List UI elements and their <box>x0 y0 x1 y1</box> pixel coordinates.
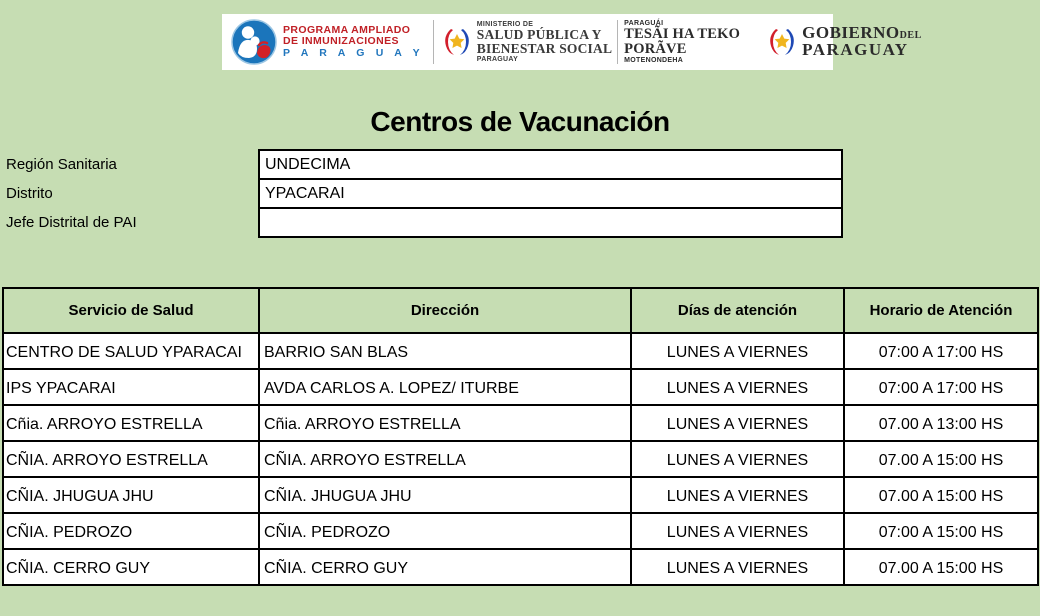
cell-direccion[interactable]: CÑIA. JHUGUA JHU <box>258 476 632 514</box>
jefe-distrital-label: Jefe Distrital de PAI <box>6 214 137 231</box>
motto-line1: TESÃI HA TEKO <box>624 26 741 43</box>
cell-servicio[interactable]: CENTRO DE SALUD YPARACAI <box>2 332 260 370</box>
cell-dias[interactable]: LUNES A VIERNES <box>630 440 845 478</box>
table-row: IPS YPACARAI AVDA CARLOS A. LOPEZ/ ITURB… <box>2 368 1039 406</box>
table-header-row: Servicio de Salud Dirección Días de aten… <box>2 287 1039 334</box>
cell-servicio[interactable]: CÑIA. ARROYO ESTRELLA <box>2 440 260 478</box>
cell-direccion[interactable]: CÑIA. ARROYO ESTRELLA <box>258 440 632 478</box>
header-horario-de-atencion: Horario de Atención <box>843 287 1039 334</box>
form-fields-group: UNDECIMA YPACARAI <box>258 149 843 238</box>
distrito-field[interactable]: YPACARAI <box>260 178 841 209</box>
pai-line3: P A R A G U A Y <box>283 46 424 59</box>
region-sanitaria-field[interactable]: UNDECIMA <box>265 155 351 173</box>
ministry-emblem-icon <box>444 29 469 55</box>
cell-horario[interactable]: 07.00 A 15:00 HS <box>843 548 1039 586</box>
cell-direccion[interactable]: CÑIA. CERRO GUY <box>258 548 632 586</box>
jefe-distrital-field[interactable] <box>260 209 841 236</box>
cell-servicio[interactable]: IPS YPACARAI <box>2 368 260 406</box>
cell-horario[interactable]: 07:00 A 17:00 HS <box>843 332 1039 370</box>
pai-line2: DE INMUNIZACIONES <box>283 35 399 48</box>
table-row: CÑIA. JHUGUA JHU CÑIA. JHUGUA JHU LUNES … <box>2 476 1039 514</box>
logo-banner: PROGRAMA AMPLIADO DE INMUNIZACIONES P A … <box>222 14 921 70</box>
table-row: CÑIA. ARROYO ESTRELLA CÑIA. ARROYO ESTRE… <box>2 440 1039 478</box>
government-word3: PARAGUAY <box>802 40 909 59</box>
banner-divider <box>617 20 619 64</box>
cell-direccion[interactable]: AVDA CARLOS A. LOPEZ/ ITURBE <box>258 368 632 406</box>
cell-horario[interactable]: 07.00 A 15:00 HS <box>843 440 1039 478</box>
cell-direccion[interactable]: BARRIO SAN BLAS <box>258 332 632 370</box>
ministry-line1: SALUD PÚBLICA Y <box>476 26 602 42</box>
government-word2: DEL <box>899 30 922 42</box>
motto-line2: PORÃVE <box>624 41 687 57</box>
header-direccion: Dirección <box>258 287 632 334</box>
government-text: GOBIERNODEL PARAGUAY <box>802 23 922 59</box>
table-row: Cñia. ARROYO ESTRELLA Cñia. ARROYO ESTRE… <box>2 404 1039 442</box>
motto-small-top: PARAGUÁI <box>624 20 664 28</box>
government-emblem-icon <box>770 29 794 55</box>
header-servicio-de-salud: Servicio de Salud <box>2 287 260 334</box>
cell-servicio[interactable]: CÑIA. CERRO GUY <box>2 548 260 586</box>
pai-logo-text: PROGRAMA AMPLIADO DE INMUNIZACIONES P A … <box>283 24 424 59</box>
motto-small-bottom: MOTENONDEHA <box>624 56 684 64</box>
ministry-text: MINISTERIO DE SALUD PÚBLICA Y BIENESTAR … <box>477 21 612 63</box>
pai-line1: PROGRAMA AMPLIADO <box>283 24 411 37</box>
ministry-small-bottom: PARAGUAY <box>476 56 519 64</box>
cell-horario[interactable]: 07:00 A 15:00 HS <box>843 512 1039 550</box>
cell-servicio[interactable]: CÑIA. PEDROZO <box>2 512 260 550</box>
motto-text: PARAGUÁI TESÃI HA TEKO PORÃVE MOTENONDEH… <box>624 20 740 64</box>
cell-dias[interactable]: LUNES A VIERNES <box>630 332 845 370</box>
table-row: CÑIA. PEDROZO CÑIA. PEDROZO LUNES A VIER… <box>2 512 1039 550</box>
cell-horario[interactable]: 07.00 A 13:00 HS <box>843 404 1039 442</box>
cell-dias[interactable]: LUNES A VIERNES <box>630 404 845 442</box>
header-dias-de-atencion: Días de atención <box>630 287 845 334</box>
cell-horario[interactable]: 07:00 A 17:00 HS <box>843 368 1039 406</box>
ministry-small-top: MINISTERIO DE <box>476 20 534 28</box>
pai-logo-icon <box>231 19 277 65</box>
cell-direccion[interactable]: Cñia. ARROYO ESTRELLA <box>258 404 632 442</box>
cell-direccion[interactable]: CÑIA. PEDROZO <box>258 512 632 550</box>
cell-dias[interactable]: LUNES A VIERNES <box>630 512 845 550</box>
cell-servicio[interactable]: Cñia. ARROYO ESTRELLA <box>2 404 260 442</box>
cell-dias[interactable]: LUNES A VIERNES <box>630 368 845 406</box>
cell-dias[interactable]: LUNES A VIERNES <box>630 548 845 586</box>
banner-divider <box>432 20 434 64</box>
distrito-label: Distrito <box>6 185 53 202</box>
ministry-line2: BIENESTAR SOCIAL <box>476 41 613 56</box>
table-row: CENTRO DE SALUD YPARACAI BARRIO SAN BLAS… <box>2 332 1039 370</box>
table-row: CÑIA. CERRO GUY CÑIA. CERRO GUY LUNES A … <box>2 548 1039 586</box>
region-sanitaria-label: Región Sanitaria <box>6 156 117 173</box>
government-word1: GOBIERNO <box>802 23 900 43</box>
page-title: Centros de Vacunación <box>370 106 670 137</box>
cell-horario[interactable]: 07.00 A 15:00 HS <box>843 476 1039 514</box>
cell-servicio[interactable]: CÑIA. JHUGUA JHU <box>2 476 260 514</box>
cell-dias[interactable]: LUNES A VIERNES <box>630 476 845 514</box>
vaccination-centers-table: Servicio de Salud Dirección Días de aten… <box>2 287 1039 586</box>
